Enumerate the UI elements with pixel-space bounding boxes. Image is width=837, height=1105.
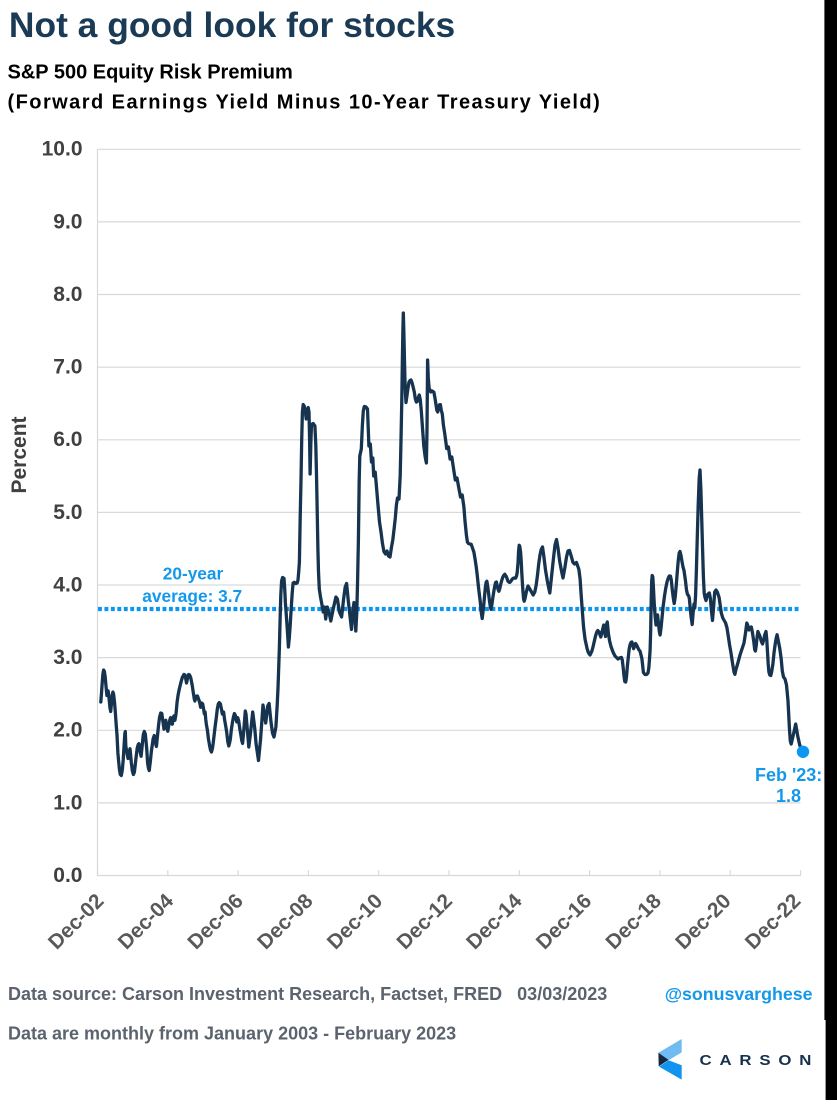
svg-text:6.0: 6.0 (53, 428, 82, 451)
svg-text:Data are monthly from January: Data are monthly from January 2003 - Feb… (8, 1024, 456, 1044)
svg-text:0.0: 0.0 (53, 864, 82, 887)
svg-text:1.8: 1.8 (776, 786, 801, 806)
svg-text:3.0: 3.0 (53, 646, 82, 669)
svg-text:S&P 500 Equity Risk Premium: S&P 500 Equity Risk Premium (8, 62, 293, 84)
svg-text:Data source: Carson Investment: Data source: Carson Investment Research,… (8, 984, 607, 1004)
svg-text:Percent: Percent (8, 416, 31, 493)
svg-text:5.0: 5.0 (53, 501, 82, 524)
svg-text:@sonusvarghese: @sonusvarghese (665, 984, 813, 1004)
svg-text:1.0: 1.0 (53, 791, 82, 814)
svg-text:(Forward Earnings Yield Minus: (Forward Earnings Yield Minus 10-Year Tr… (8, 92, 602, 114)
svg-text:Feb '23:: Feb '23: (755, 765, 822, 785)
svg-text:CARSON: CARSON (700, 1053, 820, 1069)
svg-text:Not a good look for stocks: Not a good look for stocks (9, 5, 455, 45)
svg-text:average: 3.7: average: 3.7 (142, 586, 242, 606)
svg-text:9.0: 9.0 (53, 210, 82, 233)
svg-text:20-year: 20-year (163, 564, 224, 584)
svg-text:2.0: 2.0 (53, 719, 82, 742)
svg-text:10.0: 10.0 (42, 138, 83, 161)
svg-text:7.0: 7.0 (53, 356, 82, 379)
svg-text:8.0: 8.0 (53, 283, 82, 306)
svg-text:4.0: 4.0 (53, 573, 82, 596)
